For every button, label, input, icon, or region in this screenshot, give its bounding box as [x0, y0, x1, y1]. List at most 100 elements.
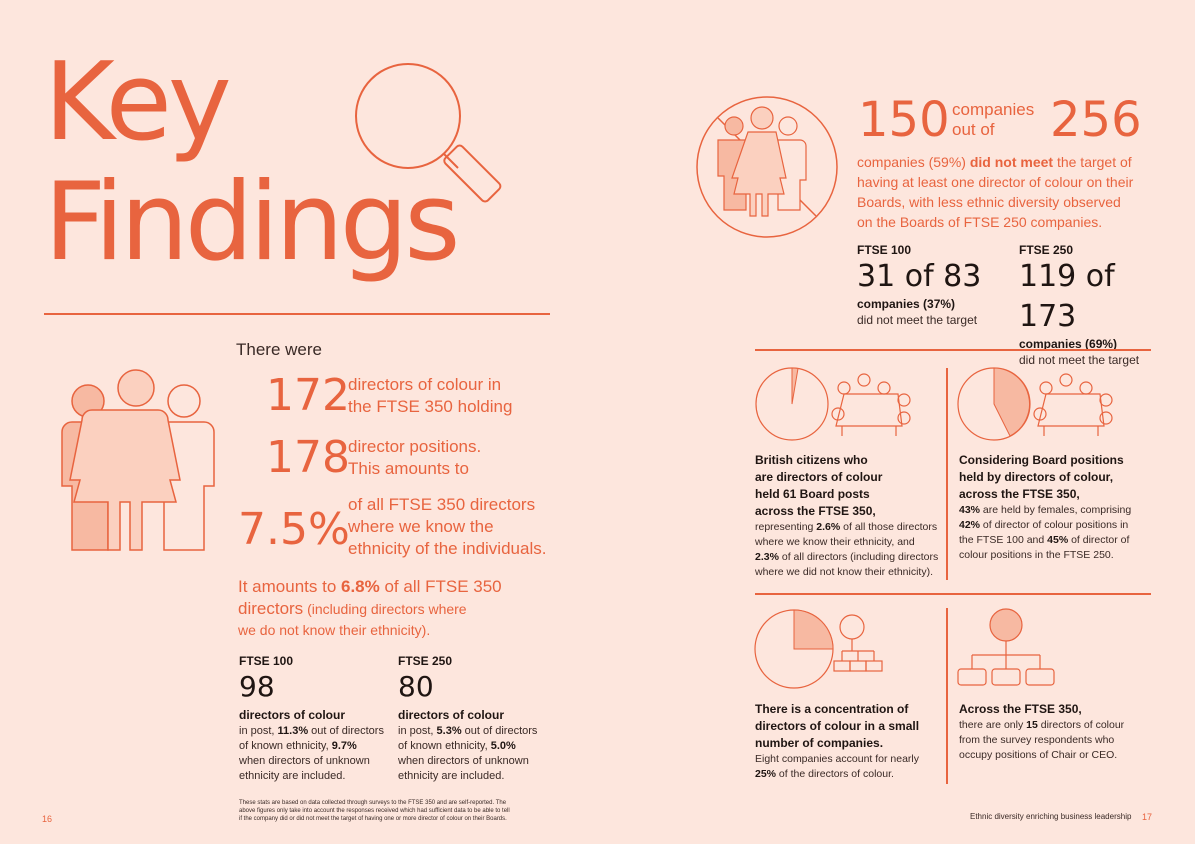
left-ftse250-l2b: 5.0%: [490, 740, 516, 752]
right-vdivider-2: [946, 608, 948, 784]
right-vdivider-1: [946, 368, 948, 580]
box1-b2: are directors of colour: [755, 470, 883, 484]
box4-t3: occupy positions of Chair or CEO.: [959, 749, 1118, 761]
box2-t1a: 43%: [959, 504, 981, 516]
box2-t2b: of director of colour positions in: [980, 519, 1129, 531]
box4-t2: from the survey respondents who: [959, 734, 1115, 746]
desc-a: companies (59%): [857, 154, 970, 170]
box1-b1: British citizens who: [755, 453, 868, 467]
left-divider: [44, 313, 550, 315]
footer-title: Ethnic diversity enriching business lead…: [970, 812, 1132, 821]
stat-256: 256: [1050, 92, 1142, 148]
right-ftse250-block: FTSE 250 119 of 173 companies (69%) did …: [1019, 243, 1169, 368]
box3-text: There is a concentration of directors of…: [755, 701, 945, 782]
left-ftse250-label: FTSE 250: [398, 654, 453, 668]
right-ftse100-value: 31 of 83: [857, 259, 982, 294]
left-ftse250-l3: when directors of unknown: [398, 755, 529, 767]
title-key: Key: [44, 40, 232, 165]
desc-c: the target of: [1053, 154, 1132, 170]
companies-label: companies: [952, 100, 1035, 119]
left-ftse100-l2b: 9.7%: [331, 740, 357, 752]
amount-post: of all FTSE 350: [379, 577, 502, 596]
box1-t1b: 2.6%: [816, 521, 841, 533]
no-people-icon: [696, 96, 838, 238]
footnote-l3: if the company did or did not meet the t…: [239, 816, 507, 822]
left-ftse100-l1b: 11.3%: [277, 725, 309, 737]
box1-t1c: of all those directors: [840, 521, 938, 533]
stat-172-text-l1: directors of colour in: [348, 375, 502, 394]
right-ftse100-note: did not meet the target: [857, 313, 978, 327]
pie-chart-icon: [754, 609, 834, 689]
box2-t2a: 42%: [959, 519, 981, 531]
box2-text: Considering Board positions held by dire…: [959, 452, 1149, 563]
box4-t1c: directors of colour: [1037, 719, 1125, 731]
box1-t3b: of all directors (including directors: [778, 551, 939, 563]
stat-7-5-text-l3: ethnicity of the individuals.: [348, 539, 547, 558]
stat-178: 178: [266, 432, 350, 483]
box4-b1: Across the FTSE 350,: [959, 702, 1082, 716]
meeting-table-icon: [1033, 373, 1113, 436]
page-number-left: 16: [42, 814, 53, 824]
box3-t2a: 25%: [755, 768, 777, 780]
left-ftse100-l2a: of known ethnicity,: [239, 740, 332, 752]
desc-l2: having at least one director of colour o…: [857, 174, 1134, 190]
right-divider-2: [755, 593, 1151, 595]
org-chart-icon: [833, 614, 883, 672]
footnote: These stats are based on data collected …: [239, 799, 559, 823]
left-ftse100-label: FTSE 100: [239, 654, 294, 668]
box2-t3a: the FTSE 100 and: [959, 534, 1048, 546]
stat-178-text: director positions. This amounts to: [348, 436, 481, 480]
footnote-l2: above figures only take into account the…: [239, 808, 510, 814]
left-ftse250-value: 80: [398, 670, 434, 703]
box1-b4: across the FTSE 350,: [755, 504, 876, 518]
box2-b2: held by directors of colour,: [959, 470, 1114, 484]
right-ftse100-label: FTSE 100: [857, 243, 912, 257]
box3-b2: directors of colour in a small: [755, 719, 920, 733]
left-ftse250-l4: ethnicity are included.: [398, 770, 505, 782]
box1-text: British citizens who are directors of co…: [755, 452, 945, 580]
box4-text: Across the FTSE 350, there are only 15 d…: [959, 701, 1149, 763]
right-ftse100-sub: companies (37%): [857, 297, 956, 311]
box2-t4: colour positions in the FTSE 250.: [959, 549, 1114, 561]
left-ftse100-l1a: in post,: [239, 725, 278, 737]
box1-t1a: representing: [755, 521, 817, 533]
left-ftse250-l1b: 5.3%: [436, 725, 462, 737]
box1-t2: where we know their ethnicity, and: [755, 536, 915, 548]
box1-b3: held 61 Board posts: [755, 487, 870, 501]
stat-7-5-text-l2: where we know the: [348, 517, 494, 536]
left-ftse100-value: 98: [239, 670, 275, 703]
stat-7-5-text-l1: of all FTSE 350 directors: [348, 495, 536, 514]
amount-l2a: directors: [238, 599, 304, 618]
amount-l3: we do not know their ethnicity).: [238, 622, 431, 638]
box1-t3a: 2.3%: [755, 551, 779, 563]
left-ftse250-block: FTSE 250 80 directors of colour in post,…: [398, 654, 548, 784]
right-divider-1: [755, 349, 1151, 351]
page-number-right: 17: [1142, 812, 1153, 822]
right-ftse100-block: FTSE 100 31 of 83 companies (37%) did no…: [857, 243, 1007, 328]
left-ftse250-l1c: out of directors: [461, 725, 538, 737]
box4-t1b: 15: [1026, 719, 1038, 731]
right-description: companies (59%) did not meet the target …: [857, 152, 1157, 232]
stat-150: 150: [858, 92, 950, 148]
left-ftse100-l1c: out of directors: [308, 725, 384, 737]
footnote-l1: These stats are based on data collected …: [239, 800, 507, 806]
pie-org-icon: [754, 609, 883, 689]
box3-t1: Eight companies account for nearly: [755, 753, 920, 765]
box4-t1a: there are only: [959, 719, 1027, 731]
left-ftse250-l2a: of known ethnicity,: [398, 740, 491, 752]
people-group-icon: [61, 369, 215, 551]
left-ftse100-l3: when directors of unknown: [239, 755, 370, 767]
companies-out-of: companies out of: [952, 100, 1034, 140]
stat-172: 172: [266, 370, 350, 421]
stat-172-text: directors of colour in the FTSE 350 hold…: [348, 374, 512, 418]
box1-t4: where we did not know their ethnicity).: [755, 566, 934, 578]
pie-chart-icon: [755, 367, 829, 441]
stat-7-5: 7.5%: [238, 504, 350, 555]
title-findings: Findings: [44, 160, 461, 285]
org-chart-leader-icon: [957, 608, 1055, 686]
desc-l3: Boards, with less ethnic diversity obser…: [857, 194, 1121, 210]
box2-t1b: are held by females, comprising: [980, 504, 1132, 516]
box2-b1: Considering Board positions: [959, 453, 1124, 467]
box3-b3: number of companies.: [755, 736, 884, 750]
